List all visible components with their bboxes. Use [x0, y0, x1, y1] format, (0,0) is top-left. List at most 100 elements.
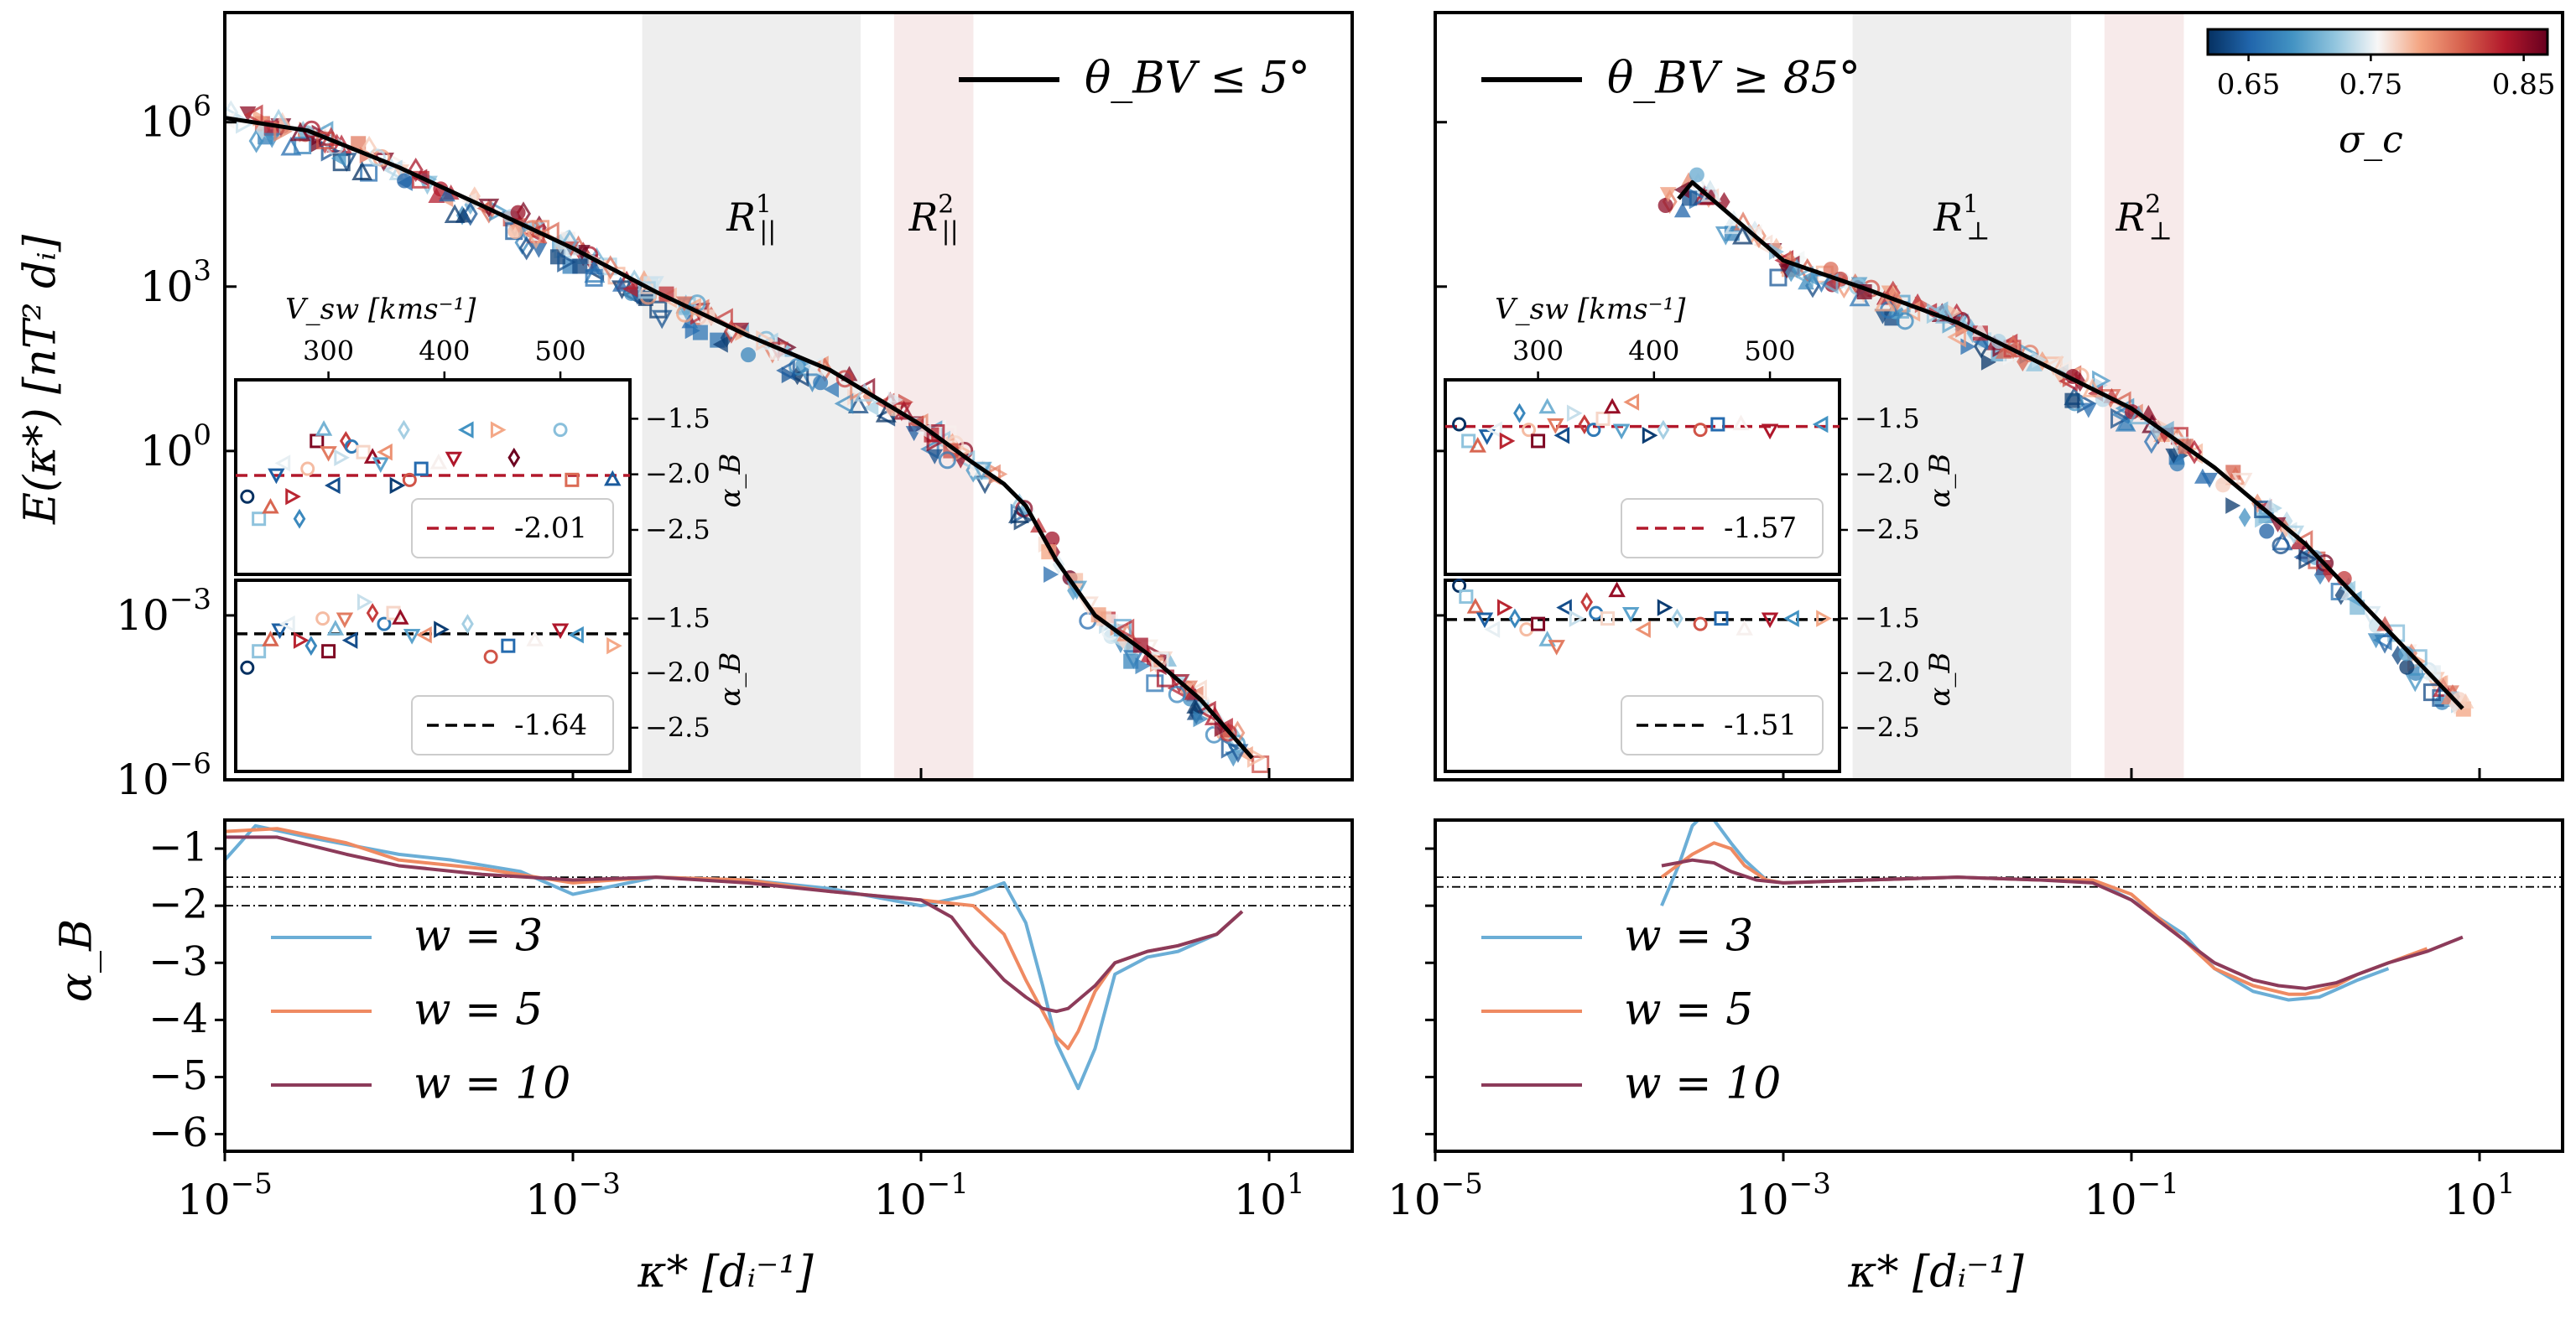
scatter-point — [530, 242, 548, 258]
y-tick-label: −3 — [148, 938, 208, 985]
inset-point — [1600, 611, 1616, 626]
scatter-point — [1673, 202, 1691, 218]
scatter-point — [2422, 683, 2441, 702]
scatter-point — [938, 451, 956, 470]
inset-point — [1466, 598, 1485, 614]
scatter-point — [330, 149, 346, 167]
x-tick-label: 10−5 — [177, 1167, 273, 1224]
inset-point — [1538, 631, 1556, 646]
scatter-point — [2404, 672, 2426, 693]
inset-point — [1586, 423, 1601, 438]
scatter-point — [1225, 751, 1242, 767]
inset-point — [1621, 606, 1640, 623]
inset-x-tick-label: 400 — [1628, 335, 1679, 367]
region-label-2: R2 ⊥ — [2115, 190, 2173, 247]
scatter-point — [444, 204, 466, 224]
inset-point — [1484, 620, 1501, 638]
scatter-point — [2183, 443, 2204, 465]
inset-point — [389, 476, 406, 495]
inset-x-tick-label: 500 — [1745, 335, 1796, 367]
inset-x-tick-label: 300 — [303, 335, 354, 367]
slope-frame — [223, 818, 1354, 1153]
legend-label: θ_BV ≥ 85° — [1607, 54, 1860, 104]
inset-point — [334, 449, 350, 467]
scatter-point — [2376, 615, 2394, 631]
inset-point — [262, 497, 279, 514]
inset-point — [315, 420, 333, 436]
series-line-w10 — [1661, 858, 2464, 990]
region-label-1: R1 || — [726, 190, 776, 247]
scatter-point — [1731, 225, 1753, 245]
inset-legend-box — [411, 498, 614, 558]
inset-point — [1642, 427, 1658, 444]
x-tick-label: 101 — [2443, 1167, 2515, 1224]
inset-point — [1693, 423, 1708, 438]
scatter-point — [824, 381, 840, 398]
scatter-point — [847, 394, 869, 413]
scatter-point — [2079, 402, 2097, 418]
inset-point — [1580, 592, 1594, 613]
colorbar-label: σ_c — [2339, 119, 2403, 162]
inset-legend-label: -2.01 — [514, 511, 587, 545]
y-tick-label: −5 — [148, 1052, 208, 1099]
sigma-c-colorbar: 0.65 0.75 0.85 σ_c — [2206, 28, 2556, 162]
inset-point — [1556, 599, 1572, 616]
inset-point — [320, 446, 337, 462]
inset-point — [271, 623, 289, 640]
scatter-point — [1819, 273, 1839, 294]
inset-point — [324, 476, 341, 495]
scatter-point — [611, 276, 629, 292]
scatter-point — [2399, 659, 2415, 675]
inset-point — [1522, 423, 1537, 438]
inset-legend-box — [1621, 695, 1824, 755]
inset-point — [1635, 620, 1651, 638]
scatter-point — [360, 164, 378, 182]
inset-y-tick-label: −2.5 — [1855, 711, 1920, 743]
scatter-point — [1823, 262, 1839, 278]
inset-point — [326, 620, 345, 636]
scatter-point — [1768, 243, 1784, 261]
scatter-point — [518, 236, 534, 261]
inset-point — [252, 644, 267, 659]
scatter-point — [248, 128, 264, 153]
scatter-point — [2398, 646, 2414, 662]
inset-point — [445, 451, 463, 468]
inset-point — [293, 631, 310, 649]
upper-inset: −1.5 −2.0 −2.5α_B -2.01 300 400 500 V_sw [kms⁻¹… — [234, 293, 747, 576]
inset-point — [315, 611, 330, 626]
region-label-1: R1 ⊥ — [1933, 190, 1990, 247]
scatter-point — [1188, 679, 1207, 701]
y-tick-label: −1 — [148, 824, 208, 871]
scatter-point — [1146, 674, 1164, 693]
inset-point — [1812, 415, 1829, 434]
scatter-point — [834, 392, 854, 414]
inset-point — [604, 470, 622, 486]
inset-point — [1671, 608, 1684, 629]
scatter-point — [1769, 268, 1788, 287]
inset-point — [414, 461, 429, 476]
scatter-point — [926, 449, 944, 465]
inset-point — [1508, 608, 1522, 629]
inset-point — [279, 615, 295, 633]
scatter-point — [1673, 181, 1689, 199]
inset-point — [606, 636, 622, 655]
inset-point — [1623, 393, 1640, 411]
inset-point — [363, 448, 382, 464]
scatter-point — [1785, 262, 1798, 283]
colorbar-tick-label: 0.65 — [2217, 68, 2281, 101]
inset-point — [398, 419, 410, 440]
x-tick-label: 10−5 — [1387, 1167, 1483, 1224]
x-tick-label: 10−1 — [2084, 1167, 2179, 1224]
plot-area — [1435, 820, 2563, 1151]
y-tick-label: −4 — [148, 995, 208, 1042]
slope-frame — [1434, 818, 2564, 1153]
inset-point — [565, 472, 580, 487]
mean-spectrum-line — [224, 116, 1254, 760]
scatter-point — [776, 360, 795, 382]
inset-point — [1513, 402, 1526, 423]
inset-y-tick-label: −2.0 — [1855, 458, 1920, 490]
inset-point — [252, 511, 267, 527]
inset-point — [392, 609, 409, 625]
inset-point — [507, 447, 521, 468]
